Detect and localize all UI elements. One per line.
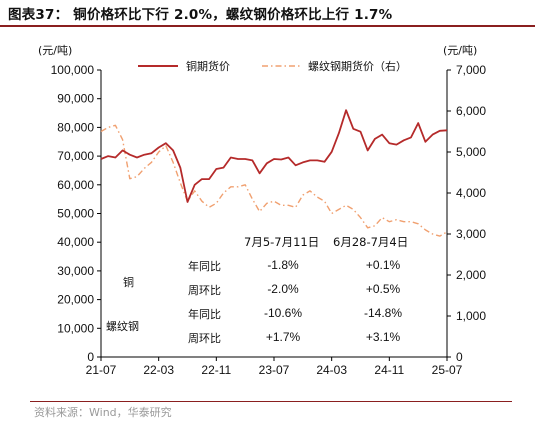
right-unit-label: (元/吨) [443, 44, 477, 57]
x-axis: 21-07 22-03 22-11 23-07 24-03 24-11 25-07 [86, 357, 463, 377]
left-tick-label: 70,000 [57, 149, 94, 163]
x-tick-label: 23-07 [259, 363, 290, 377]
x-tick-label: 22-03 [143, 363, 174, 377]
right-tick-label: 0 [456, 350, 463, 364]
table-cell: -14.8% [364, 306, 402, 320]
right-tick-label: 4,000 [456, 186, 486, 200]
left-tick-label: 60,000 [57, 178, 94, 192]
table-row-label: 周环比 [188, 332, 221, 345]
right-tick-label: 1,000 [456, 309, 486, 323]
table-row-label: 年同比 [188, 259, 221, 273]
left-tick-label: 30,000 [57, 264, 94, 278]
x-tick-label: 25-07 [432, 363, 463, 377]
left-tick-label: 100,000 [51, 63, 95, 77]
x-tick-label: 21-07 [86, 363, 117, 377]
left-tick-label: 40,000 [57, 235, 94, 249]
right-tick-label: 6,000 [456, 104, 486, 118]
copper-series-line [100, 109, 448, 203]
x-tick-label: 24-03 [316, 363, 347, 377]
left-tick-label: 90,000 [57, 92, 94, 106]
right-tick-label: 7,000 [456, 63, 486, 77]
table-cell: +0.5% [366, 282, 401, 296]
table-cell: -2.0% [267, 282, 299, 296]
rebar-series-line [100, 124, 448, 237]
table-cell: +0.1% [366, 258, 401, 272]
left-tick-label: 10,000 [57, 321, 94, 335]
table-col1-header: 7月5-7月11日 [244, 235, 319, 249]
table-cell: +3.1% [366, 330, 401, 344]
legend-rebar-label: 螺纹钢期货价（右） [308, 59, 407, 73]
right-tick-label: 5,000 [456, 145, 486, 159]
legend-copper-label: 铜期货价 [186, 59, 230, 73]
series-layer [100, 109, 448, 237]
chart-title: 图表37： 铜价格环比下行 2.0%，螺纹钢价格环比上行 1.7% [8, 7, 393, 23]
left-y-axis: 0 10,000 20,000 30,000 40,000 50,000 60,000 70,… [51, 63, 101, 364]
table-row-label: 周环比 [188, 284, 221, 297]
right-y-axis: 0 1,000 2,000 3,000 4,000 5,000 6,000 7,000 [447, 63, 486, 364]
left-tick-label: 80,000 [57, 120, 94, 134]
stats-table: 7月5-7月11日 6月28-7月4日 铜 螺纹钢 年同比 周环比 年同比 周环… [106, 235, 408, 345]
left-tick-label: 0 [87, 350, 94, 364]
table-cell: -1.8% [267, 258, 299, 272]
x-tick-label: 24-11 [374, 363, 404, 377]
table-group-copper: 铜 [123, 275, 134, 289]
table-group-rebar: 螺纹钢 [106, 319, 139, 333]
right-tick-label: 2,000 [456, 268, 486, 282]
table-col2-header: 6月28-7月4日 [333, 235, 408, 249]
table-cell: +1.7% [266, 330, 301, 344]
x-tick-label: 22-11 [201, 363, 231, 377]
left-unit-label: (元/吨) [38, 44, 72, 57]
right-tick-label: 3,000 [456, 227, 486, 241]
title-rule [0, 25, 535, 27]
left-tick-label: 20,000 [57, 293, 94, 307]
table-cell: -10.6% [264, 306, 302, 320]
left-tick-label: 50,000 [57, 207, 94, 221]
source-rule [30, 401, 512, 402]
source-note: 资料来源：Wind，华泰研究 [34, 406, 172, 419]
table-row-label: 年同比 [188, 307, 221, 321]
